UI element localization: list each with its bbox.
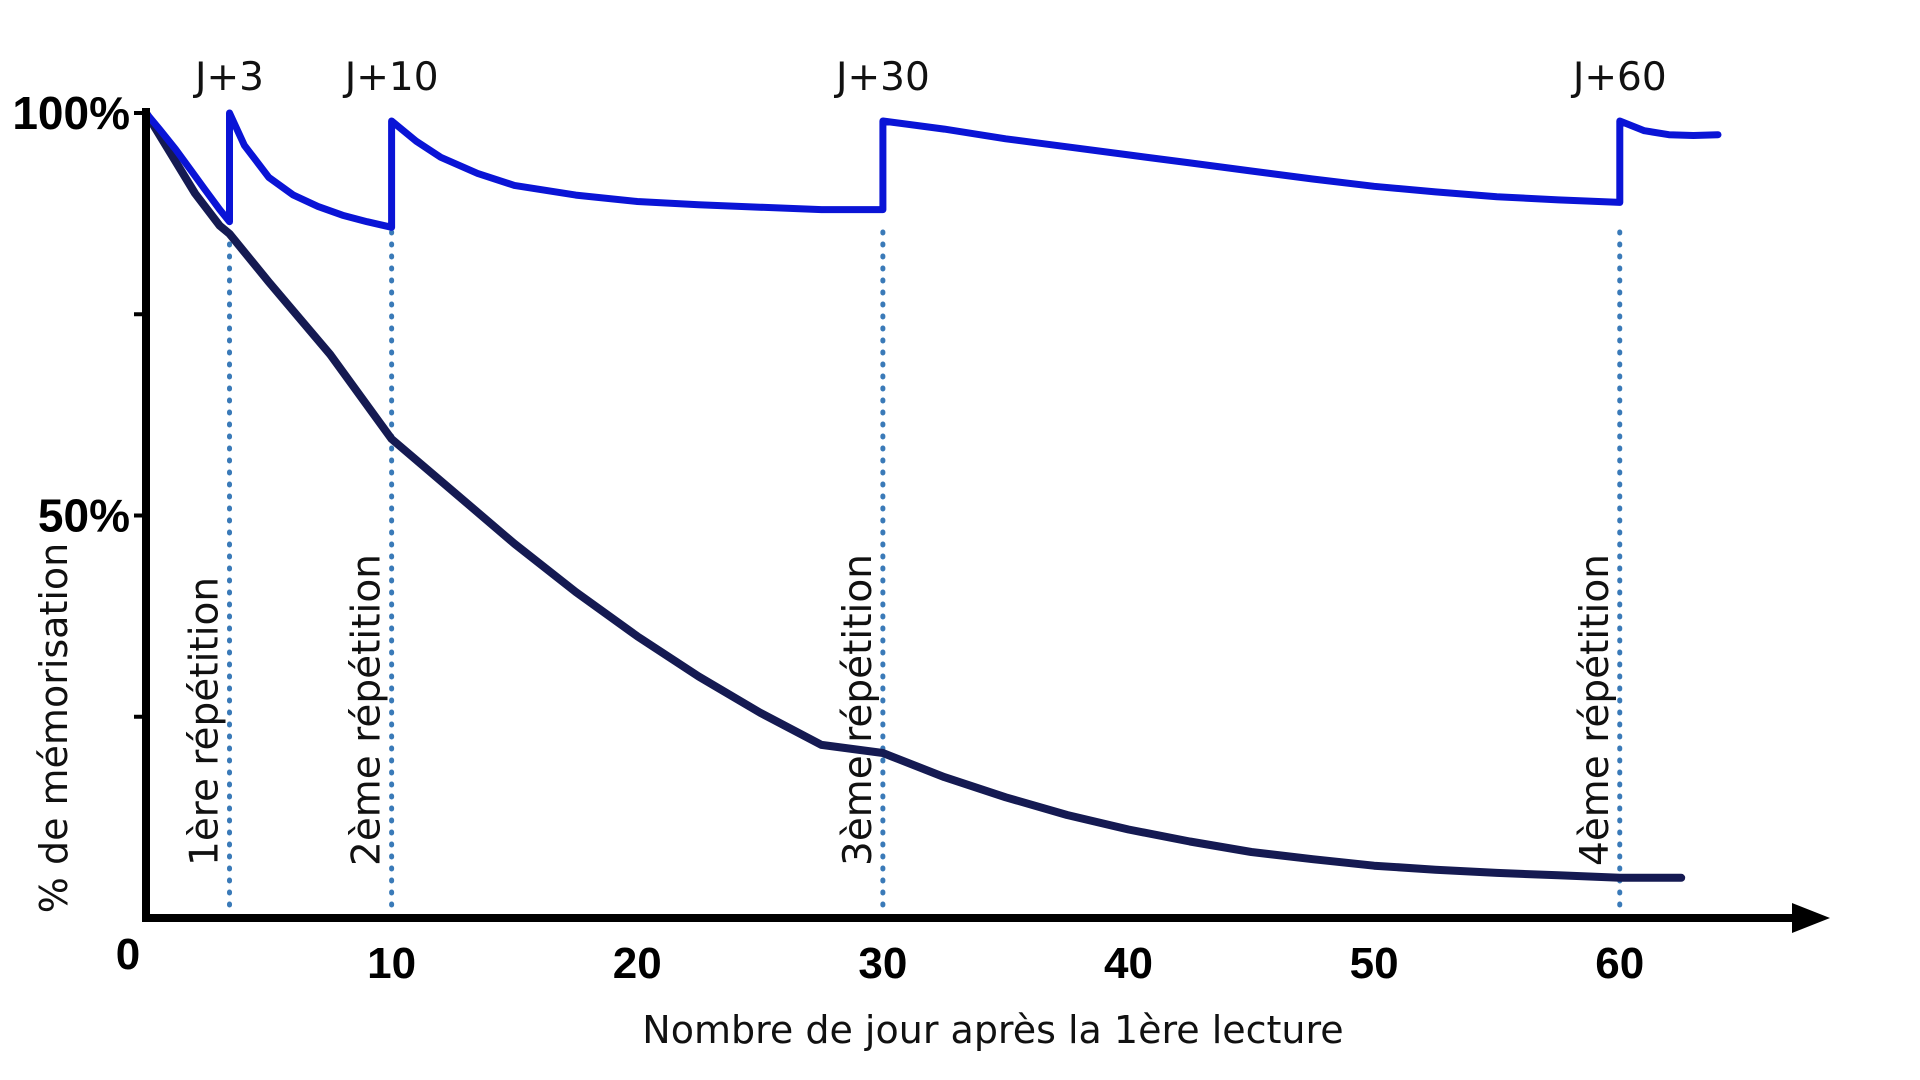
- x-tick-label: 60: [1595, 939, 1644, 988]
- curves: [142, 109, 1722, 882]
- repetition-label: 3ème répétition: [836, 554, 881, 866]
- x-tick-label: 40: [1104, 939, 1153, 988]
- tick-marks: [134, 111, 146, 719]
- repetition-guides: [227, 229, 1623, 917]
- repetition-label: 4ème répétition: [1573, 554, 1618, 866]
- y-tick-label: 100%: [12, 87, 130, 139]
- day-marker-label: J+10: [342, 55, 439, 100]
- forgetting-curve-line: [142, 109, 1686, 882]
- x-axis-arrow-icon: [1792, 903, 1830, 933]
- labels: % de mémorisation Nombre de jour après l…: [12, 55, 1666, 1052]
- y-axis-title: % de mémorisation: [32, 543, 76, 913]
- day-marker-label: J+30: [833, 55, 930, 100]
- x-tick-label: 50: [1350, 939, 1399, 988]
- x-tick-label: 30: [858, 939, 907, 988]
- repetition-label: 1ère répétition: [183, 577, 228, 866]
- repetition-label: 2ème répétition: [345, 554, 390, 866]
- x-axis-title: Nombre de jour après la 1ère lecture: [642, 1008, 1343, 1052]
- x-tick-label: 20: [613, 939, 662, 988]
- day-marker-label: J+3: [192, 55, 264, 100]
- x-tick-label: 0: [116, 930, 140, 979]
- y-tick-label: 50%: [38, 490, 130, 542]
- repetition-curve-line: [142, 109, 1722, 231]
- day-marker-label: J+60: [1570, 55, 1667, 100]
- x-tick-label: 10: [367, 939, 416, 988]
